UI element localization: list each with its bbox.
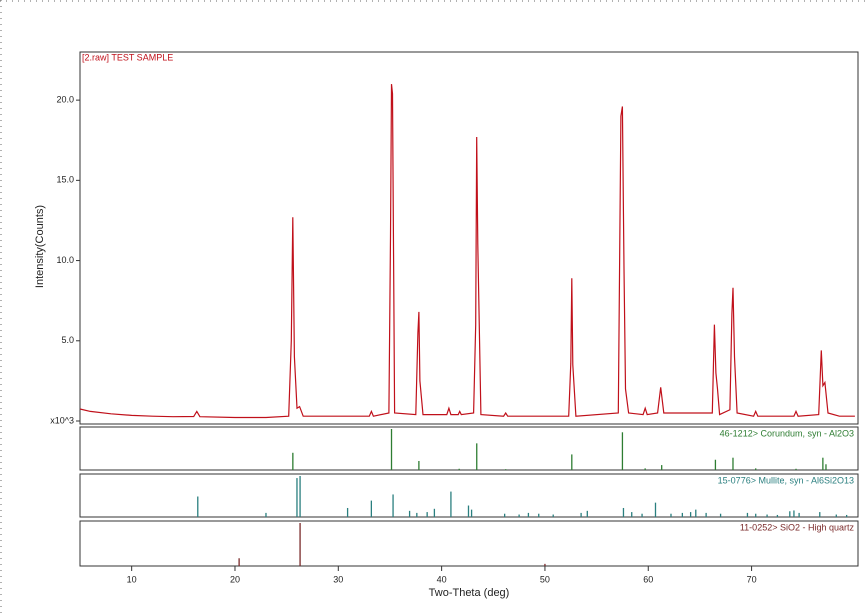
pattern-line [79, 84, 855, 419]
x-tick-label: 20 [230, 574, 240, 584]
y-tick-label: 10.0 [56, 255, 74, 265]
x-axis-label: Two-Theta (deg) [429, 587, 510, 599]
legend-entry: 46-1212> Corundum, syn - Al2O3 [720, 428, 854, 438]
x-tick-label: 40 [437, 574, 447, 584]
x-tick-label: 60 [643, 574, 653, 584]
x-tick-label: 70 [747, 574, 757, 584]
panel-frame [79, 426, 859, 471]
chart-title: [2.raw] TEST SAMPLE [82, 52, 173, 62]
x-tick-label: 50 [540, 574, 550, 584]
legend-entry: 11-0252> SiO2 - High quartz [740, 522, 855, 532]
panel-frame [79, 520, 859, 567]
y-axis-label: Intensity(Counts) [34, 205, 46, 288]
y-tick-label: 5.0 [61, 335, 74, 345]
y-tick-label: 15.0 [56, 175, 74, 185]
panel-frame [79, 51, 859, 425]
x-tick-label: 10 [127, 574, 137, 584]
legend-entry: 15-0776> Mullite, syn - Al6Si2O13 [718, 475, 854, 485]
x-tick-label: 30 [333, 574, 343, 584]
y-tick-label: x10^3 [50, 415, 74, 425]
y-tick-label: 20.0 [56, 95, 74, 105]
